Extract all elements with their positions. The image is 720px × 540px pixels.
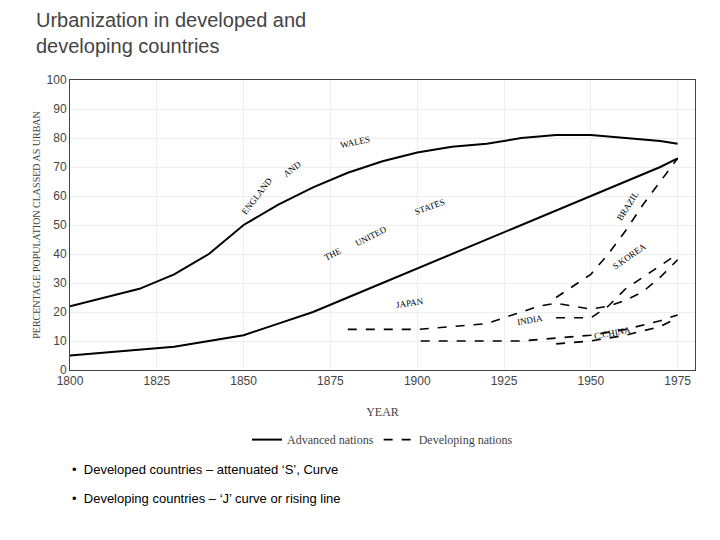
- svg-text:Advanced nations: Advanced nations: [287, 433, 374, 447]
- svg-text:AND: AND: [281, 159, 303, 179]
- svg-text:C.CHINA: C.CHINA: [593, 325, 631, 341]
- svg-text:ENGLAND: ENGLAND: [240, 176, 275, 217]
- svg-text:WALES: WALES: [339, 134, 370, 150]
- svg-text:UNITED: UNITED: [354, 224, 389, 248]
- svg-text:Urbanization in developed andd: Urbanization in developed anddeveloping …: [36, 9, 306, 57]
- svg-text:PERCENTAGE POPULATION CLASSED: PERCENTAGE POPULATION CLASSED AS URBAN: [31, 111, 42, 339]
- svg-text:0: 0: [60, 363, 67, 377]
- svg-text:STATES: STATES: [413, 197, 446, 217]
- svg-text:1975: 1975: [664, 374, 691, 388]
- svg-text:1925: 1925: [491, 374, 518, 388]
- svg-text:20: 20: [53, 305, 67, 319]
- svg-text:THE: THE: [323, 245, 344, 262]
- svg-text:30: 30: [53, 276, 67, 290]
- svg-text:40: 40: [53, 247, 67, 261]
- svg-text:80: 80: [53, 131, 67, 145]
- svg-text:60: 60: [53, 189, 67, 203]
- svg-text:BRAZIL: BRAZIL: [615, 190, 641, 223]
- svg-text:Developing nations: Developing nations: [419, 433, 513, 447]
- svg-text:1875: 1875: [317, 374, 344, 388]
- svg-text:S.KOREA: S.KOREA: [611, 241, 648, 271]
- svg-text:• Developing countries – ‘J’: • Developing countries – ‘J’ curve or ri…: [72, 491, 341, 506]
- svg-text:1850: 1850: [230, 374, 257, 388]
- svg-text:100: 100: [47, 73, 67, 87]
- svg-text:1800: 1800: [57, 374, 84, 388]
- svg-text:1900: 1900: [404, 374, 431, 388]
- svg-text:INDIA: INDIA: [516, 313, 543, 327]
- svg-text:• Developed countries – atten: • Developed countries – attenuated ‘S’, …: [72, 462, 338, 477]
- svg-text:70: 70: [53, 160, 67, 174]
- svg-text:90: 90: [53, 102, 67, 116]
- svg-text:1950: 1950: [577, 374, 604, 388]
- svg-text:JAPAN: JAPAN: [395, 296, 424, 310]
- svg-text:50: 50: [53, 218, 67, 232]
- svg-text:10: 10: [53, 334, 67, 348]
- svg-text:1825: 1825: [143, 374, 170, 388]
- svg-text:YEAR: YEAR: [366, 405, 399, 419]
